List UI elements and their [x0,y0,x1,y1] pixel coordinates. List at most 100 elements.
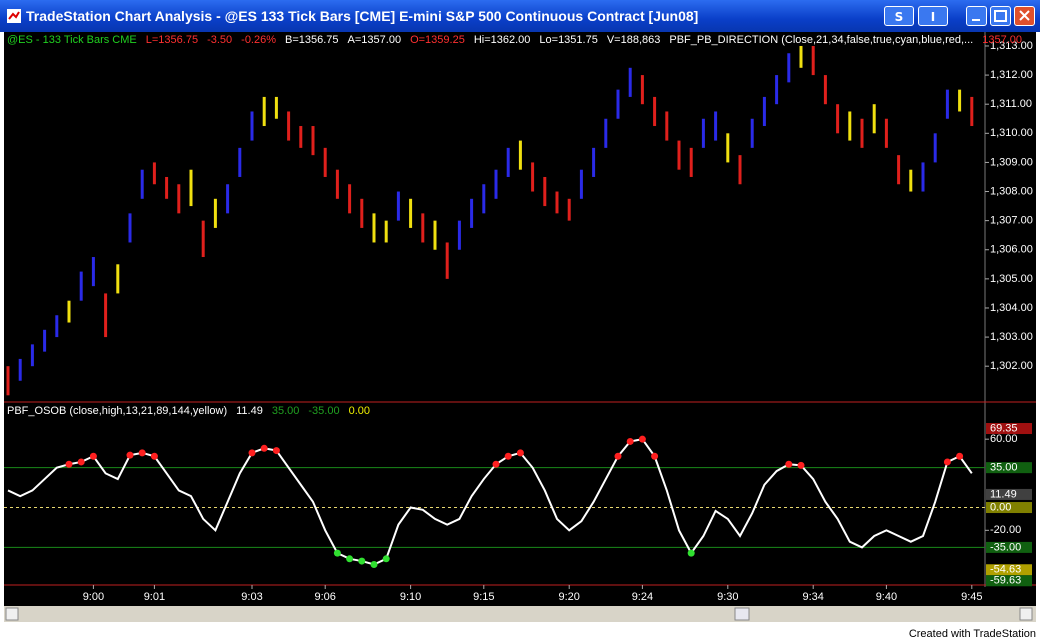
status-item: B=1356.75 [285,34,339,46]
y-tick-label: 1,310.00 [990,127,1033,139]
extreme-dot [626,437,634,445]
extreme-dot [638,435,646,443]
extreme-dot [272,447,280,455]
value-marker-label: 35.00 [990,462,1018,474]
close-button[interactable] [1014,6,1035,26]
extreme-dot [346,555,354,563]
indicator-button[interactable]: I [918,6,948,26]
extreme-dot [516,449,524,457]
extreme-dot [150,452,158,460]
extreme-dot [651,452,659,460]
extreme-dot [382,555,390,563]
x-tick-label: 9:30 [717,591,738,603]
scroll-thumb[interactable] [734,607,750,621]
value-marker [986,564,1032,576]
status-item: 0.00 [348,405,370,417]
x-tick-label: 9:00 [83,591,104,603]
status-line: @ES - 133 Tick Bars CME L=1356.75 -3.50 -0.… [7,34,1022,46]
extreme-dot [77,458,85,466]
y-tick-label: 1,311.00 [990,98,1032,110]
y-tick-label: 1,306.00 [990,244,1033,256]
y-tick-label: 1,309.00 [990,156,1033,168]
footer: Created with TradeStation [908,628,1036,640]
status-item: 11.49 [236,405,263,417]
value-marker [986,541,1032,553]
status-item: @ES - 133 Tick Bars CME [7,34,137,46]
chart-area: 1,302.00 1,303.00 1,304.00 1,305.00 1,306.00… [4,32,1036,622]
extreme-dot [358,557,366,565]
extreme-dot [956,452,964,460]
oscillator-line [7,438,973,566]
extreme-dot [65,460,73,468]
extreme-dot [370,560,378,568]
extreme-dot [333,549,341,557]
indicator-status: PBF_OSOB (close,high,13,21,89,144,yellow… [7,405,370,417]
status-item: -0.26% [241,34,277,46]
minimize-button[interactable] [966,6,987,26]
scroll-right[interactable] [1019,607,1033,621]
x-tick-label: 9:45 [961,591,982,603]
extreme-dot [492,460,500,468]
status-item: PBF_OSOB (close,high,13,21,89,144,yellow… [7,405,228,417]
status-item: PBF_PB_DIRECTION (Close,21,34,false,true… [669,34,974,46]
extreme-dot [89,452,97,460]
y-tick-label: 1,312.00 [990,69,1033,81]
x-tick-label: 9:24 [632,591,653,603]
status-item: Hi=1362.00 [473,34,531,46]
extreme-dot [138,449,146,457]
status-item: 35.00 [271,405,300,417]
value-marker-label: -54.63 [990,564,1021,576]
extreme-dot [248,449,256,457]
status-item: O=1359.25 [410,34,465,46]
status-item: Lo=1351.75 [539,34,598,46]
value-marker-label: 11.49 [990,488,1017,500]
title-bar: TradeStation Chart Analysis - @ES 133 Ti… [0,0,1040,32]
value-marker-label: 69.35 [990,422,1018,434]
x-tick-label: 9:34 [802,591,823,603]
y-tick-label: 1,305.00 [990,273,1033,285]
value-marker [986,575,1032,587]
x-tick-label: 9:06 [314,591,335,603]
y-tick-label: 1,307.00 [990,215,1033,227]
y-tick-label: 1,313.00 [990,40,1033,52]
y-tick-label: 60.00 [990,433,1018,445]
value-marker [986,502,1032,514]
x-tick-label: 9:01 [144,591,165,603]
status-item: L=1356.75 [145,34,199,46]
value-marker-label: -59.63 [990,575,1021,587]
status-item: V=188,863 [606,34,661,46]
extreme-dot [260,444,268,452]
status-item: A=1357.00 [347,34,402,46]
x-tick-label: 9:03 [241,591,262,603]
maximize-button[interactable] [990,6,1011,26]
status-item: -35.00 [308,405,340,417]
strategy-button[interactable]: S [884,6,914,26]
x-tick-label: 9:15 [473,591,494,603]
extreme-dot [797,461,805,469]
status-item: 1357.00 [982,34,1022,46]
value-marker [986,488,1032,500]
extreme-dot [614,452,622,460]
value-marker-label: 0.00 [990,501,1011,513]
window-title: TradeStation Chart Analysis - @ES 133 Ti… [26,8,699,24]
extreme-dot [943,458,951,466]
y-tick-label: 1,308.00 [990,185,1033,197]
y-tick-label: 1,304.00 [990,302,1033,314]
value-marker [986,462,1032,474]
extreme-dot [504,452,512,460]
background [4,32,1036,606]
x-tick-label: 9:20 [558,591,579,603]
scrollbar[interactable] [4,606,1036,622]
y-tick-label: -20.00 [990,524,1021,536]
extreme-dot [126,451,134,459]
y-tick-label: 1,302.00 [990,360,1033,372]
app-icon [7,9,21,23]
x-tick-label: 9:40 [876,591,897,603]
value-marker-label: -35.00 [990,541,1021,553]
x-tick-label: 9:10 [400,591,421,603]
value-marker [986,423,1032,435]
y-tick-label: 1,303.00 [990,331,1033,343]
extreme-dot [687,549,695,557]
scroll-left[interactable] [5,607,19,621]
